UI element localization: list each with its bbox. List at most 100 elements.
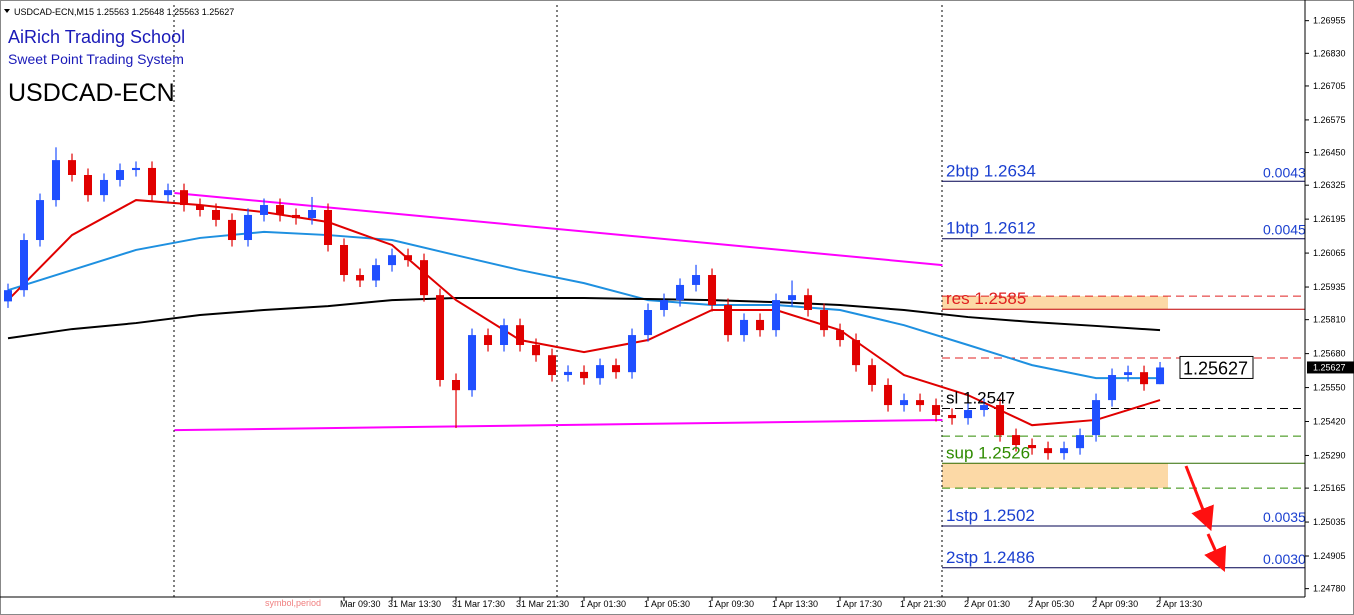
candle-body [52,160,61,201]
y-tick-label: 1.26830 [1313,48,1346,58]
y-tick-label: 1.24905 [1313,551,1346,561]
candle-body [628,335,637,373]
candle-body [724,305,733,336]
moving-average [7,230,1161,380]
price-axis: 1.26955 1.26830 1.26705 1.26575 1.26450 1.263… [1305,16,1346,594]
candle-body [1028,445,1037,449]
candle-body [964,410,973,419]
level-label: sl 1.2547 [946,388,1015,407]
level-label: 2btp 1.2634 [946,161,1036,180]
candle-body [100,179,109,196]
y-tick-label: 1.25810 [1313,315,1346,325]
candle-body [164,190,173,196]
header-high: 1.25648 [132,7,165,17]
level-labels: 2btp 1.2634 0.0043 1btp 1.2612 0.0045 res 1.… [946,161,1306,567]
candle-body [292,214,301,219]
y-tick-label: 1.25420 [1313,417,1346,427]
candle-body [148,167,157,196]
levels [942,180,1305,569]
level-label: 2stp 1.2486 [946,548,1035,567]
trendline [174,192,943,267]
candle-body [708,275,717,306]
y-tick-label: 1.26065 [1313,248,1346,258]
x-tick-label: 2 Apr 13:30 [1156,599,1202,609]
header-text: USDCAD-ECN,M15 1.25563 1.25648 1.25563 1… [14,7,234,17]
header-close: 1.25627 [202,7,235,17]
candle-body [372,265,381,281]
candle-body [884,384,893,406]
zones [942,296,1168,489]
moving-average [7,296,1161,340]
level-label: res 1.2585 [946,289,1026,308]
x-tick-label: 1 Apr 01:30 [580,599,626,609]
level-label: sup 1.2526 [946,443,1030,462]
candle-body [196,205,205,210]
y-tick-label: 1.24780 [1313,584,1346,594]
candle-body [420,260,429,296]
x-tick-label: 2 Apr 09:30 [1092,599,1138,609]
x-tick-label: 31 Mar 13:30 [388,599,441,609]
candle-body [228,219,237,241]
candle-body [852,340,861,366]
candle-body [484,335,493,346]
candle-body [180,190,189,206]
candle-body [116,170,125,180]
candle-body [500,325,509,346]
symbol-label: USDCAD-ECN [8,79,175,107]
candle-body [692,275,701,285]
y-tick-label: 1.25680 [1313,349,1346,359]
y-tick-label: 1.26450 [1313,148,1346,158]
candle-body [740,319,749,336]
price-box [1179,355,1254,379]
candle-body [900,400,909,406]
candle-body [868,365,877,385]
x-tick-label: Mar 09:30 [340,599,381,609]
header: USDCAD-ECN,M15 1.25563 1.25648 1.25563 1… [4,7,234,17]
trendline [174,418,943,432]
candle-body [564,371,573,376]
time-axis: Mar 09:30 31 Mar 13:30 31 Mar 17:30 31 Mar … [340,597,1202,609]
candle-body [916,400,925,406]
axis-price-label: 1.25627 [1313,362,1346,372]
level-distance: 0.0030 [1263,551,1306,567]
level-label: 1stp 1.2502 [946,506,1035,525]
candle-body [836,330,845,341]
x-tick-label: 1 Apr 09:30 [708,599,754,609]
candle-body [1124,372,1133,376]
candle-body [1108,375,1117,401]
level-label: 1btp 1.2612 [946,219,1036,238]
candle-body [548,355,557,376]
watermark: symbol,period [265,598,321,608]
y-tick-label: 1.26325 [1313,180,1346,190]
candle-body [388,255,397,266]
candle-body [68,160,77,176]
candle-body [4,290,13,302]
symbol: USDCAD-ECN,M15 [14,7,94,17]
title: AiRich Trading School [8,27,185,47]
candle-body [676,284,685,301]
y-tick-label: 1.25165 [1313,483,1346,493]
axis-price-marker [1307,361,1354,374]
candle-body [804,295,813,311]
candles [4,147,1165,460]
candle-body [660,300,669,311]
candle-body [84,175,93,196]
y-tick-label: 1.25290 [1313,450,1346,460]
price-box-label: 1.25627 [1183,358,1248,378]
candle-body [788,295,797,301]
candle-body [1156,367,1165,385]
candle-body [996,405,1005,436]
y-tick-label: 1.25935 [1313,282,1346,292]
candle-body [244,214,253,241]
y-tick-label: 1.26575 [1313,115,1346,125]
level-distance: 0.0045 [1263,222,1306,238]
candle-body [132,167,141,171]
candle-body [1060,448,1069,454]
zone [942,463,1168,489]
header-triangle [4,9,10,13]
level-distance: 0.0043 [1263,164,1306,180]
candle-body [820,310,829,331]
y-tick-label: 1.26195 [1313,214,1346,224]
y-tick-label: 1.25035 [1313,517,1346,527]
candle-body [516,325,525,346]
